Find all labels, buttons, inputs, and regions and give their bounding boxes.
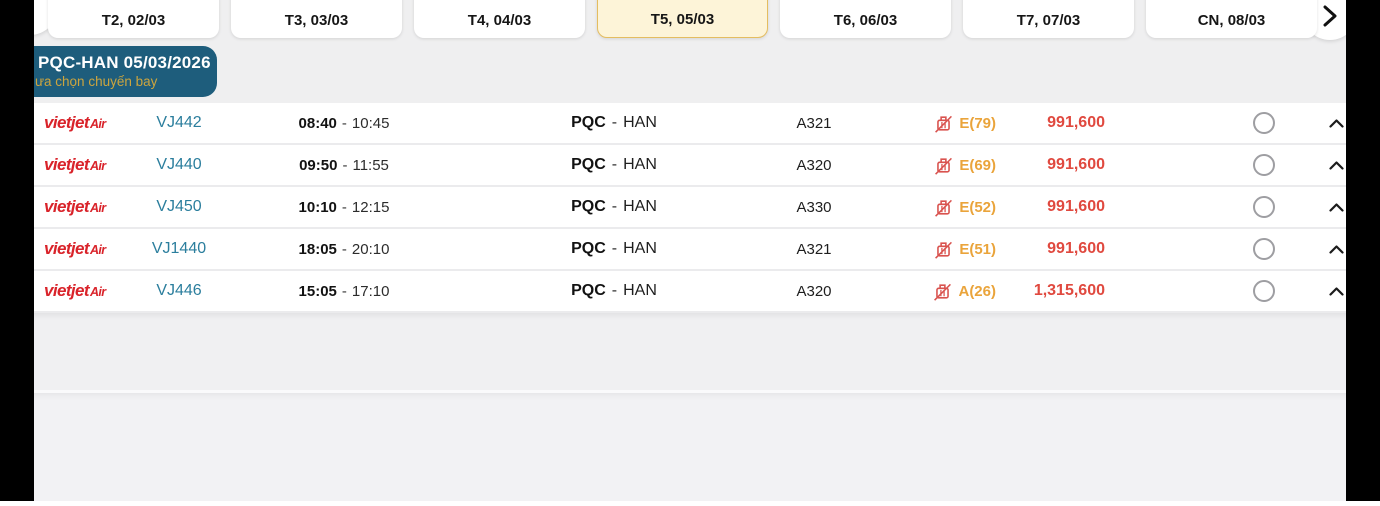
flight-route: PQC - HAN — [571, 156, 657, 173]
fare-class-seats: E(51) — [959, 240, 996, 258]
no-baggage-icon — [935, 241, 953, 259]
chevron-up-icon[interactable] — [1329, 118, 1344, 128]
fare-class-seats: E(69) — [959, 156, 996, 174]
select-flight-radio[interactable] — [1253, 196, 1275, 218]
tab-date-2[interactable]: T4, 04/03 — [414, 0, 585, 38]
flight-number: VJ446 — [156, 282, 202, 299]
flight-route: PQC - HAN — [571, 198, 657, 215]
tab-date-0[interactable]: T2, 02/03 — [48, 0, 219, 38]
fare-price: 991,600 — [1047, 198, 1105, 215]
flight-route: PQC - HAN — [571, 114, 657, 131]
date-tabstrip: T2, 02/03 T3, 03/03 T4, 04/03 T5, 05/03 … — [34, 0, 1317, 38]
flight-number: VJ442 — [156, 114, 202, 131]
collapsed-section — [34, 313, 1346, 390]
flight-times: 18:05-20:10 — [298, 240, 390, 258]
tab-date-label: T2, 02/03 — [101, 12, 166, 29]
select-flight-radio[interactable] — [1253, 112, 1275, 134]
airline-logo: vietjetAir — [44, 113, 106, 132]
airline-logo: vietjetAir — [44, 281, 106, 300]
fare-price: 991,600 — [1047, 240, 1105, 257]
tab-date-5[interactable]: T7, 07/03 — [963, 0, 1134, 38]
fare-price: 1,315,600 — [1033, 282, 1105, 299]
flight-row[interactable]: vietjetAir VJ446 15:05-17:10 PQC - HAN A32… — [34, 271, 1346, 313]
airline-logo: vietjetAir — [44, 155, 106, 174]
chevron-up-icon[interactable] — [1329, 160, 1344, 170]
flight-number: VJ1440 — [151, 240, 207, 257]
tab-date-label: T6, 06/03 — [833, 12, 898, 29]
flight-row[interactable]: vietjetAir VJ1440 18:05-20:10 PQC - HAN A3… — [34, 229, 1346, 271]
chevron-up-icon[interactable] — [1329, 244, 1344, 254]
aircraft-type: A320 — [796, 282, 832, 300]
flight-times: 15:05-17:10 — [298, 282, 390, 300]
chevron-right-icon — [1323, 5, 1337, 27]
tab-date-1[interactable]: T3, 03/03 — [231, 0, 402, 38]
flight-route: PQC - HAN — [571, 240, 657, 257]
banner-subtitle: ưa chọn chuyến bay — [35, 74, 158, 89]
flight-row[interactable]: vietjetAir VJ442 08:40-10:45 PQC - HAN A32… — [34, 103, 1346, 145]
tab-date-label: T4, 04/03 — [467, 12, 532, 29]
flight-row[interactable]: vietjetAir VJ450 10:10-12:15 PQC - HAN A33… — [34, 187, 1346, 229]
flight-number: VJ450 — [156, 198, 202, 215]
aircraft-type: A321 — [796, 240, 832, 258]
tab-date-label: T5, 05/03 — [650, 11, 715, 28]
no-baggage-icon — [935, 157, 953, 175]
aircraft-type: A320 — [796, 156, 832, 174]
tab-date-label: T7, 07/03 — [1016, 12, 1081, 29]
airline-logo: vietjetAir — [44, 239, 106, 258]
banner-route-title: PQC-HAN 05/03/2026 — [38, 53, 211, 72]
flight-route: PQC - HAN — [571, 282, 657, 299]
chevron-up-icon[interactable] — [1329, 286, 1344, 296]
flight-times: 10:10-12:15 — [298, 198, 390, 216]
chevron-up-icon[interactable] — [1329, 202, 1344, 212]
left-letterbox-bar — [0, 0, 34, 501]
fare-price: 991,600 — [1047, 156, 1105, 173]
select-flight-radio[interactable] — [1253, 280, 1275, 302]
no-baggage-icon — [935, 115, 953, 133]
tab-date-4[interactable]: T6, 06/03 — [780, 0, 951, 38]
flight-list: vietjetAir VJ442 08:40-10:45 PQC - HAN A32… — [34, 103, 1346, 313]
no-baggage-icon — [935, 199, 953, 217]
flight-number: VJ440 — [156, 156, 202, 173]
aircraft-type: A330 — [796, 198, 832, 216]
route-date-banner: PQC-HAN 05/03/2026 ưa chọn chuyến bay — [8, 46, 217, 97]
tab-date-label: CN, 08/03 — [1197, 12, 1266, 29]
aircraft-type: A321 — [796, 114, 832, 132]
tab-date-3-selected[interactable]: T5, 05/03 — [597, 0, 768, 38]
flight-times: 09:50-11:55 — [299, 156, 389, 174]
right-letterbox-bar — [1346, 0, 1380, 501]
airline-logo: vietjetAir — [44, 197, 106, 216]
fare-price: 991,600 — [1047, 114, 1105, 131]
section-divider — [34, 390, 1346, 393]
flight-row[interactable]: vietjetAir VJ440 09:50-11:55 PQC - HAN A32… — [34, 145, 1346, 187]
fare-class-seats: A(26) — [958, 282, 996, 300]
fare-class-seats: E(79) — [959, 114, 996, 132]
flight-times: 08:40-10:45 — [298, 114, 390, 132]
tab-date-6[interactable]: CN, 08/03 — [1146, 0, 1317, 38]
select-flight-radio[interactable] — [1253, 154, 1275, 176]
tab-date-label: T3, 03/03 — [284, 12, 349, 29]
select-flight-radio[interactable] — [1253, 238, 1275, 260]
fare-class-seats: E(52) — [959, 198, 996, 216]
no-baggage-icon — [934, 283, 952, 301]
collapsed-section — [34, 393, 1346, 501]
